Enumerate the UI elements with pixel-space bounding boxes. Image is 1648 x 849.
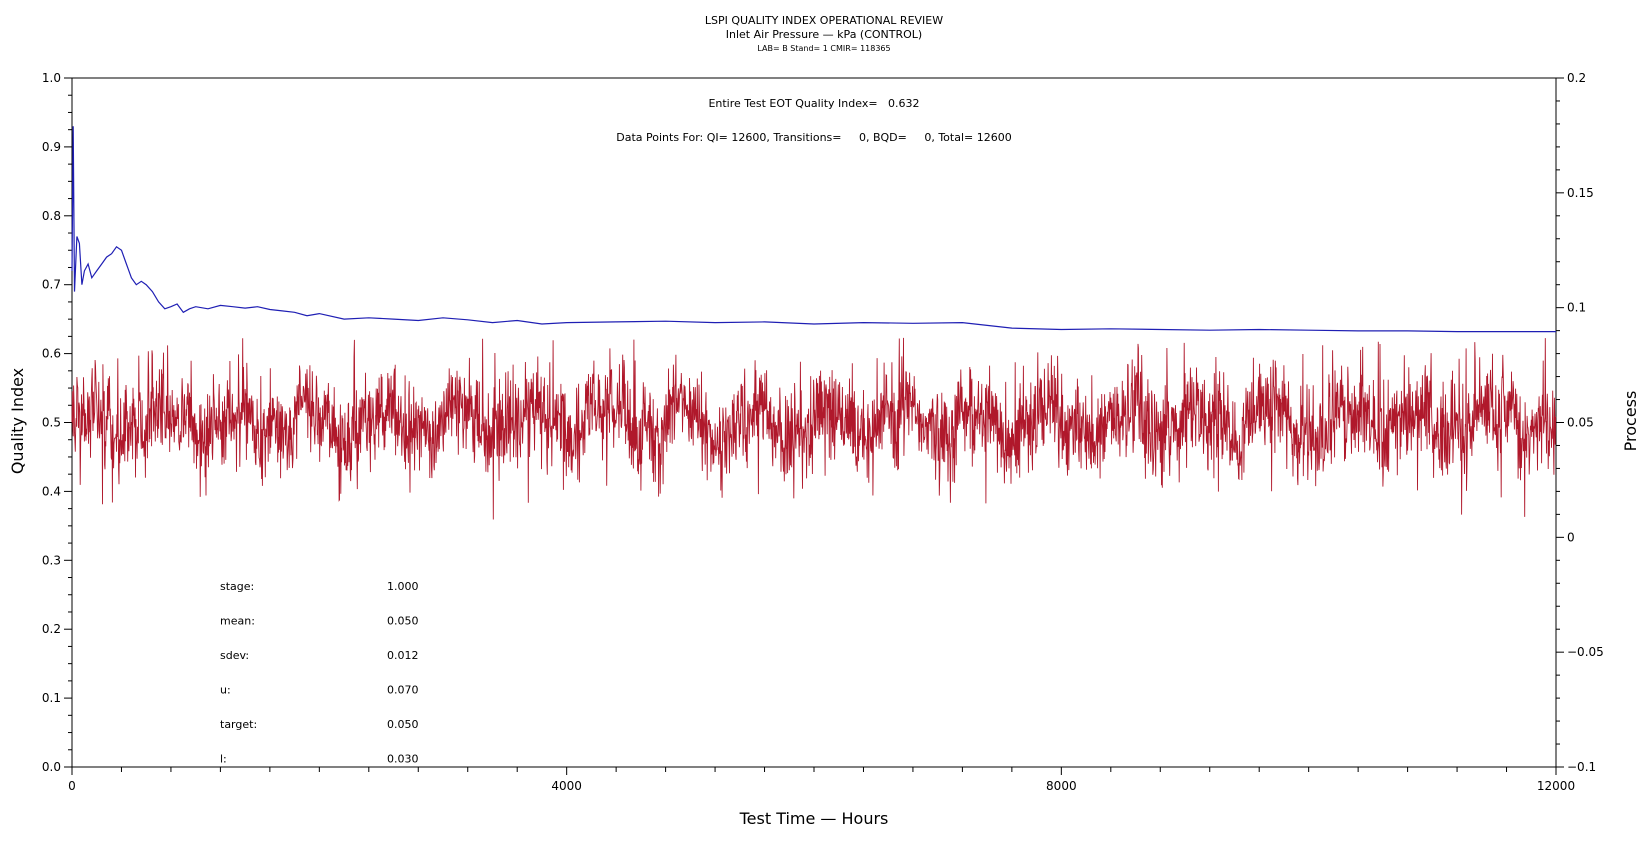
stat-value: 0.050 <box>387 718 419 731</box>
right-tick-label: 0 <box>1567 530 1575 544</box>
quality-index-line <box>71 126 1556 333</box>
process-series <box>71 337 1557 520</box>
left-tick-label: 0.3 <box>42 553 61 567</box>
chart-subtitle: Inlet Air Pressure — kPa (CONTROL) <box>726 28 922 41</box>
stat-value: 0.012 <box>387 649 419 662</box>
right-tick-label: −0.05 <box>1567 645 1604 659</box>
chart-title: LSPI QUALITY INDEX OPERATIONAL REVIEW <box>705 14 943 27</box>
x-axis-label: Test Time — Hours <box>739 809 889 828</box>
x-tick-label: 4000 <box>551 779 582 793</box>
left-tick-label: 0.8 <box>42 209 61 223</box>
right-tick-label: 0.15 <box>1567 186 1594 200</box>
stat-value: 0.050 <box>387 615 419 628</box>
left-tick-label: 0.6 <box>42 347 61 361</box>
quality-index-series <box>71 126 1556 333</box>
x-axis-ticks: 0 4000 8000 12000 <box>68 767 1575 793</box>
stat-value: 0.070 <box>387 684 419 697</box>
stat-label: stage: <box>220 580 254 593</box>
x-tick-label: 8000 <box>1046 779 1077 793</box>
left-tick-label: 0.7 <box>42 278 61 292</box>
y-axis-right-label: Process <box>1621 391 1640 452</box>
stat-label: l: <box>220 753 227 766</box>
left-tick-label: 0.4 <box>42 484 61 498</box>
annotation-datapoints: Data Points For: QI= 12600, Transitions=… <box>616 131 1011 144</box>
right-axis-ticks: −0.1 −0.05 0 0.05 0.1 0.15 0.2 <box>1556 71 1604 774</box>
chart-subsubtitle: LAB= B Stand= 1 CMIR= 118365 <box>757 44 890 53</box>
stat-label: mean: <box>220 615 255 628</box>
x-tick-label: 12000 <box>1537 779 1575 793</box>
y-axis-left-label: Quality Index <box>8 368 27 474</box>
right-tick-label: −0.1 <box>1567 760 1596 774</box>
stat-value: 1.000 <box>387 580 419 593</box>
stat-label: u: <box>220 684 231 697</box>
left-axis-ticks: 0.0 0.1 0.2 0.3 0.4 0.5 0.6 0.7 0.8 0.9 1.0 <box>42 71 72 774</box>
stat-value: 0.030 <box>387 753 419 766</box>
left-tick-label: 0.0 <box>42 760 61 774</box>
annotation-eot: Entire Test EOT Quality Index= 0.632 <box>708 97 919 110</box>
left-tick-label: 0.9 <box>42 140 61 154</box>
stats-table: stage: 1.000 mean: 0.050 sdev: 0.012 u: 0.070 ta… <box>220 580 419 766</box>
right-tick-label: 0.2 <box>1567 71 1586 85</box>
left-tick-label: 0.5 <box>42 416 61 430</box>
left-tick-label: 1.0 <box>42 71 61 85</box>
right-tick-label: 0.1 <box>1567 301 1586 315</box>
stat-label: sdev: <box>220 649 249 662</box>
process-line <box>71 337 1557 520</box>
left-tick-label: 0.2 <box>42 622 61 636</box>
right-tick-label: 0.05 <box>1567 416 1594 430</box>
x-tick-label: 0 <box>68 779 76 793</box>
stat-label: target: <box>220 718 257 731</box>
left-tick-label: 0.1 <box>42 691 61 705</box>
